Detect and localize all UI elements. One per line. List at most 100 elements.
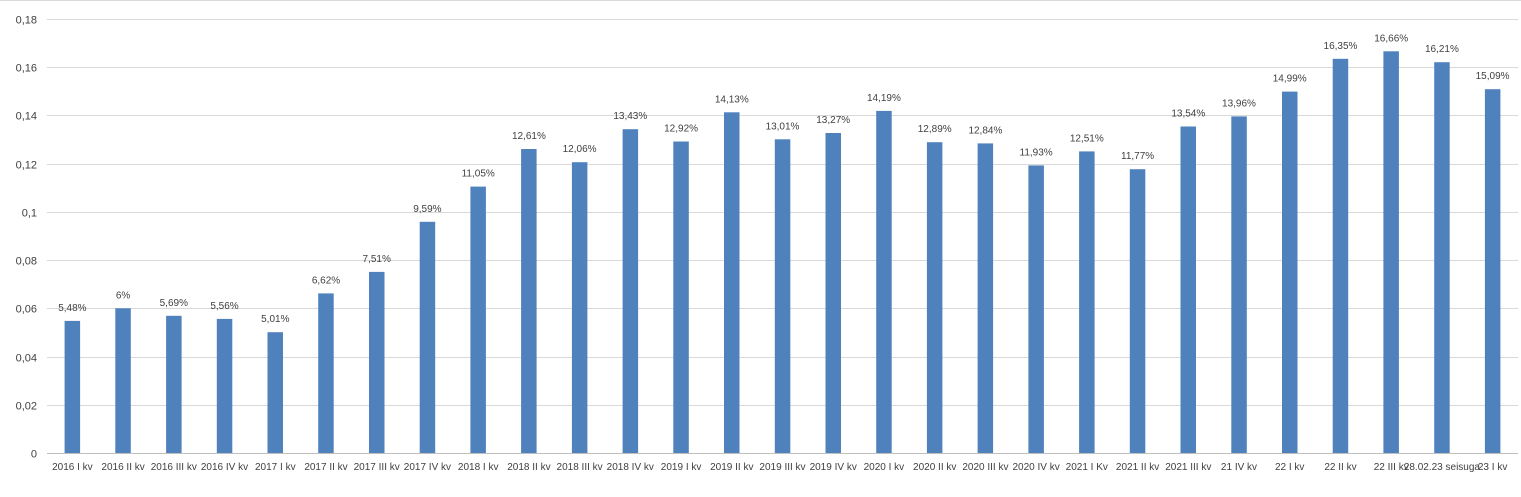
x-tick-label: 2017 II kv <box>304 462 347 473</box>
data-label: 12,89% <box>918 124 952 135</box>
bar <box>571 162 588 453</box>
bar <box>1282 91 1298 453</box>
data-label: 5,01% <box>261 314 289 325</box>
y-tick-label: 0,18 <box>16 15 37 27</box>
x-tick-label: 23 I kv <box>1478 462 1507 473</box>
data-label: 13,54% <box>1171 109 1205 120</box>
y-tick-label: 0,06 <box>16 304 37 316</box>
data-label: 12,84% <box>968 125 1002 136</box>
bar <box>1383 51 1399 454</box>
bars <box>64 51 1501 454</box>
bar <box>1231 116 1247 454</box>
bar <box>1028 165 1044 453</box>
bar <box>64 320 81 453</box>
data-labels: 5,48% 6% 5,69% 5,56% 5,01% 6,62% 7,51% 9,59% 11,… <box>58 33 1509 325</box>
bar <box>673 141 689 453</box>
x-tick-label: 2019 II kv <box>710 462 753 473</box>
bar <box>1180 126 1196 453</box>
data-label: 14,19% <box>867 93 901 104</box>
y-tick-label: 0,16 <box>16 63 37 75</box>
x-tick-label: 2021 II kv <box>1116 462 1159 473</box>
bar <box>369 271 385 453</box>
x-tick-label: 2018 I kv <box>458 462 499 473</box>
bar <box>166 315 182 453</box>
data-label: 11,05% <box>462 169 495 180</box>
x-tick-label: 2017 III kv <box>354 462 400 473</box>
data-label: 13,96% <box>1222 98 1256 109</box>
data-label: 15,09% <box>1476 71 1510 82</box>
data-label: 12,61% <box>512 131 546 142</box>
x-tick-label: 2016 III kv <box>151 462 197 473</box>
x-axis-ticks: 2016 I kv 2016 II kv 2016 III kv 2016 IV kv… <box>52 462 1507 473</box>
bar <box>825 133 841 453</box>
x-tick-label: 22 I kv <box>1275 462 1304 473</box>
x-tick-label: 22 II kv <box>1324 462 1356 473</box>
data-label: 16,21% <box>1425 44 1459 55</box>
y-tick-label: 0,14 <box>16 111 37 123</box>
data-label: 6% <box>116 290 131 301</box>
bar <box>216 318 233 453</box>
bar <box>115 308 131 453</box>
data-label: 11,77% <box>1121 151 1154 162</box>
x-tick-label: 2017 IV kv <box>404 462 451 473</box>
y-tick-label: 0,1 <box>22 208 37 220</box>
x-tick-label: 2016 I kv <box>52 462 93 473</box>
bar <box>977 143 994 453</box>
data-label: 16,35% <box>1324 41 1358 52</box>
x-tick-label: 2020 IV kv <box>1012 462 1059 473</box>
data-label: 13,27% <box>816 115 850 126</box>
x-tick-label: 2018 IV kv <box>607 462 654 473</box>
data-label: 16,66% <box>1374 33 1408 44</box>
x-tick-label: 2020 III kv <box>962 462 1008 473</box>
y-tick-label: 0,12 <box>16 160 37 172</box>
data-label: 5,48% <box>58 303 86 314</box>
y-tick-label: 0 <box>31 449 37 461</box>
x-tick-label: 21 IV kv <box>1221 462 1257 473</box>
bar <box>1129 169 1146 453</box>
bar <box>1332 58 1349 454</box>
data-label: 7,51% <box>363 254 391 265</box>
bar <box>1484 89 1501 453</box>
bar <box>622 129 639 453</box>
bar <box>926 142 943 453</box>
x-tick-label: 2016 IV kv <box>201 462 248 473</box>
data-label: 14,13% <box>715 94 749 105</box>
y-tick-label: 0,02 <box>16 401 37 413</box>
data-label: 5,56% <box>210 301 238 312</box>
y-tick-label: 0,08 <box>16 256 37 268</box>
bar <box>1079 151 1095 453</box>
x-tick-label: 2019 IV kv <box>810 462 857 473</box>
data-label: 12,51% <box>1070 133 1104 144</box>
x-tick-label: 2021 III kv <box>1165 462 1211 473</box>
x-tick-label: 2018 II kv <box>507 462 550 473</box>
x-tick-label: 2021 I Kv <box>1066 462 1108 473</box>
x-tick-label: 28.02.23 seisuga <box>1404 462 1481 473</box>
x-tick-label: 2020 II kv <box>913 462 956 473</box>
bar <box>521 149 537 453</box>
x-tick-label: 2017 I kv <box>255 462 296 473</box>
data-label: 13,43% <box>613 111 647 122</box>
bar <box>267 332 283 453</box>
bar <box>419 221 436 453</box>
data-label: 12,92% <box>664 124 698 135</box>
x-tick-label: 2016 II kv <box>101 462 144 473</box>
data-label: 14,99% <box>1273 74 1307 85</box>
data-label: 12,06% <box>563 144 597 155</box>
data-label: 13,01% <box>766 121 800 132</box>
data-label: 6,62% <box>312 275 340 286</box>
x-tick-label: 2019 I kv <box>661 462 702 473</box>
bar <box>1434 62 1450 453</box>
x-tick-label: 22 III kv <box>1374 462 1409 473</box>
y-tick-label: 0,04 <box>16 353 37 365</box>
data-label: 11,93% <box>1020 147 1053 158</box>
bar <box>876 110 892 454</box>
x-tick-label: 2018 III kv <box>557 462 603 473</box>
data-label: 9,59% <box>413 204 441 215</box>
bar <box>724 112 740 454</box>
data-label: 5,69% <box>160 298 188 309</box>
bar <box>470 186 486 453</box>
y-axis-ticks: 0 0,02 0,04 0,06 0,08 0,1 0,12 0,14 0,16 0,18 <box>16 15 37 461</box>
bar <box>318 293 334 453</box>
